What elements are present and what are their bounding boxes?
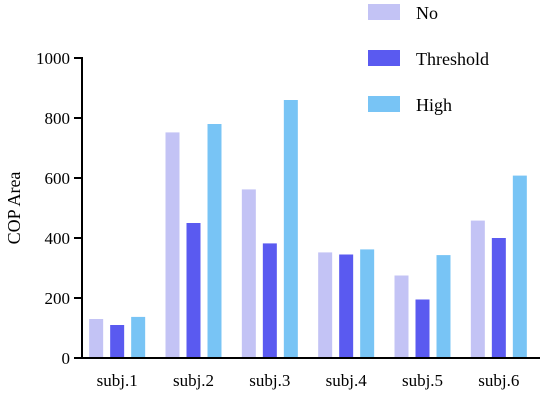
bar-threshold-subj6: [491, 238, 506, 358]
y-tick-label: 600: [45, 169, 71, 188]
bar-threshold-subj4: [339, 254, 354, 358]
bar-high-subj5: [436, 255, 451, 358]
legend: No Threshold High: [368, 3, 489, 115]
bar-no-subj2: [165, 132, 180, 358]
legend-label-no: No: [416, 3, 438, 23]
x-axis-labels: subj.1 subj.2 subj.3 subj.4 subj.5 subj.6: [97, 371, 520, 390]
bar-high-subj4: [360, 249, 375, 358]
y-axis-title: COP Area: [4, 172, 24, 245]
legend-swatch-high: [368, 96, 400, 112]
bar-threshold-subj2: [186, 223, 201, 358]
y-tick-label: 1000: [36, 49, 70, 68]
x-tick-label: subj.2: [173, 371, 214, 390]
y-tick-label: 200: [45, 289, 71, 308]
y-axis-ticks: 0 200 400 600 800 1000: [36, 49, 82, 368]
y-tick-label: 800: [45, 109, 71, 128]
x-tick-label: subj.3: [249, 371, 290, 390]
bar-no-subj6: [470, 220, 485, 358]
x-tick-label: subj.4: [326, 371, 368, 390]
legend-swatch-threshold: [368, 50, 400, 66]
bar-threshold-subj5: [415, 299, 430, 358]
legend-label-threshold: Threshold: [416, 49, 489, 69]
bar-no-subj5: [394, 275, 409, 358]
bar-high-subj3: [283, 100, 298, 358]
x-tick-label: subj.1: [97, 371, 138, 390]
legend-label-high: High: [416, 95, 452, 115]
bar-high-subj2: [207, 124, 222, 358]
bar-no-subj3: [241, 189, 256, 358]
y-tick-label: 0: [62, 349, 71, 368]
bar-high-subj6: [512, 175, 527, 358]
bars: [89, 100, 527, 358]
bar-no-subj1: [89, 319, 104, 358]
y-tick-label: 400: [45, 229, 71, 248]
legend-swatch-no: [368, 4, 400, 20]
bar-high-subj1: [131, 316, 146, 358]
bar-threshold-subj1: [110, 325, 125, 358]
bar-no-subj4: [318, 252, 333, 358]
x-tick-label: subj.5: [402, 371, 443, 390]
x-tick-label: subj.6: [478, 371, 519, 390]
bar-threshold-subj3: [262, 243, 277, 358]
